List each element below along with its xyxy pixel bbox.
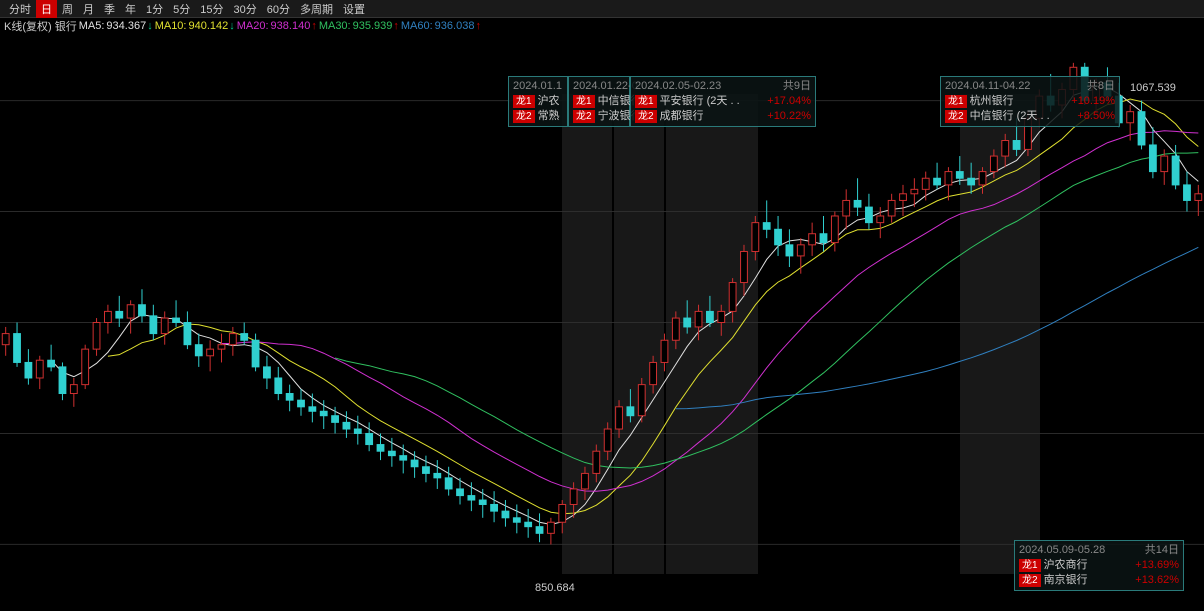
timeframe-btn-9[interactable]: 30分 xyxy=(229,0,262,18)
ma-label-0: MA5: xyxy=(79,20,105,32)
info-box-row: 龙2成都银行 +10.22% xyxy=(635,109,811,124)
timeframe-btn-5[interactable]: 年 xyxy=(120,0,141,18)
info-box-date: 2024.04.11-04.22 xyxy=(945,79,1030,94)
ma-value-3: 935.939 xyxy=(353,20,399,32)
chart-area[interactable]: 2024.01.1龙1沪农龙2常熟2024.01.22-0龙1中信银行龙2宁波银… xyxy=(0,34,1204,611)
timeframe-btn-11[interactable]: 多周期 xyxy=(295,0,338,18)
price-label-0: 1067.539 xyxy=(1130,82,1176,94)
timeframe-btn-3[interactable]: 月 xyxy=(78,0,99,18)
timeframe-btn-10[interactable]: 60分 xyxy=(262,0,295,18)
stock-name: 杭州银行 xyxy=(970,94,1014,109)
rank-tag: 龙2 xyxy=(1019,574,1041,587)
ma-label-4: MA60: xyxy=(401,20,433,32)
pct-change: +13.62% xyxy=(1135,573,1179,588)
timeframe-btn-1[interactable]: 日 xyxy=(36,0,57,18)
info-box-row: 龙2南京银行 +13.62% xyxy=(1019,573,1179,588)
event-info-box-1[interactable]: 2024.01.22-0龙1中信银行龙2宁波银行 xyxy=(568,76,630,127)
timeframe-btn-7[interactable]: 5分 xyxy=(168,0,195,18)
rank-tag: 龙2 xyxy=(635,110,657,123)
ma-label-3: MA30: xyxy=(319,20,351,32)
info-box-days: 共9日 xyxy=(783,79,811,94)
stock-name: 平安银行 (2天 . . xyxy=(660,94,740,109)
price-label-1: 850.684 xyxy=(535,582,575,594)
info-box-row: 龙2中信银行 (2天 . . +8.50% xyxy=(945,109,1115,124)
ma-value-0: 934.367 xyxy=(106,20,152,32)
event-info-box-2[interactable]: 2024.02.05-02.23 共9日龙1平安银行 (2天 . . +17.04%… xyxy=(630,76,816,127)
rank-tag: 龙1 xyxy=(513,95,535,108)
timeframe-btn-2[interactable]: 周 xyxy=(57,0,78,18)
info-box-date: 2024.01.22-0 xyxy=(573,79,638,94)
pct-change: +10.19% xyxy=(1071,94,1115,109)
rank-tag: 龙2 xyxy=(573,110,595,123)
stock-name: 沪农 xyxy=(538,94,560,109)
ma-value-1: 940.142 xyxy=(188,20,234,32)
rank-tag: 龙1 xyxy=(945,95,967,108)
rank-tag: 龙1 xyxy=(573,95,595,108)
pct-change: +17.04% xyxy=(767,94,811,109)
pct-change: +10.22% xyxy=(767,109,811,124)
ma-label-1: MA10: xyxy=(155,20,187,32)
info-box-row: 龙1沪农 xyxy=(513,94,563,109)
rank-tag: 龙2 xyxy=(945,110,967,123)
timeframe-btn-0[interactable]: 分时 xyxy=(4,0,36,18)
info-box-days: 共8日 xyxy=(1087,79,1115,94)
pct-change: +8.50% xyxy=(1077,109,1115,124)
rank-tag: 龙1 xyxy=(635,95,657,108)
ma-label-2: MA20: xyxy=(237,20,269,32)
info-box-row: 龙2宁波银行 xyxy=(573,109,625,124)
info-box-row: 龙1杭州银行 +10.19% xyxy=(945,94,1115,109)
event-info-box-4[interactable]: 2024.05.09-05.28 共14日龙1沪农商行 +13.69% 龙2南京银行 +… xyxy=(1014,540,1184,591)
stock-name: 中信银行 (2天 . . xyxy=(970,109,1050,124)
info-box-date: 2024.01.1 xyxy=(513,79,562,94)
info-box-row: 龙1沪农商行 +13.69% xyxy=(1019,558,1179,573)
info-box-row: 龙2常熟 xyxy=(513,109,563,124)
info-box-row: 龙1中信银行 xyxy=(573,94,625,109)
timeframe-btn-12[interactable]: 设置 xyxy=(338,0,370,18)
rank-tag: 龙2 xyxy=(513,110,535,123)
event-info-box-3[interactable]: 2024.04.11-04.22共8日龙1杭州银行+10.19%龙2中信银行 (… xyxy=(940,76,1120,127)
timeframe-btn-6[interactable]: 1分 xyxy=(141,0,168,18)
pct-change: +13.69% xyxy=(1135,558,1179,573)
timeframe-toolbar: 分时日周月季年1分5分15分30分60分多周期设置 xyxy=(0,0,1204,18)
ma-indicator-line: K线(复权) 银行 MA5: 934.367 MA10: 940.142 MA2… xyxy=(0,18,1204,34)
stock-name: 南京银行 xyxy=(1044,573,1088,588)
event-info-box-0[interactable]: 2024.01.1龙1沪农龙2常熟 xyxy=(508,76,568,127)
info-box-date: 2024.05.09-05.28 xyxy=(1019,543,1105,558)
info-box-days: 共14日 xyxy=(1145,543,1179,558)
stock-name: 成都银行 xyxy=(660,109,704,124)
ma-value-2: 938.140 xyxy=(271,20,317,32)
stock-name: 常熟 xyxy=(538,109,560,124)
ma-value-4: 936.038 xyxy=(435,20,481,32)
stock-name: 沪农商行 xyxy=(1044,558,1088,573)
rank-tag: 龙1 xyxy=(1019,559,1041,572)
info-box-row: 龙1平安银行 (2天 . . +17.04% xyxy=(635,94,811,109)
ma-prefix: K线(复权) 银行 xyxy=(4,18,77,34)
info-box-date: 2024.02.05-02.23 xyxy=(635,79,721,94)
timeframe-btn-4[interactable]: 季 xyxy=(99,0,120,18)
timeframe-btn-8[interactable]: 15分 xyxy=(195,0,228,18)
